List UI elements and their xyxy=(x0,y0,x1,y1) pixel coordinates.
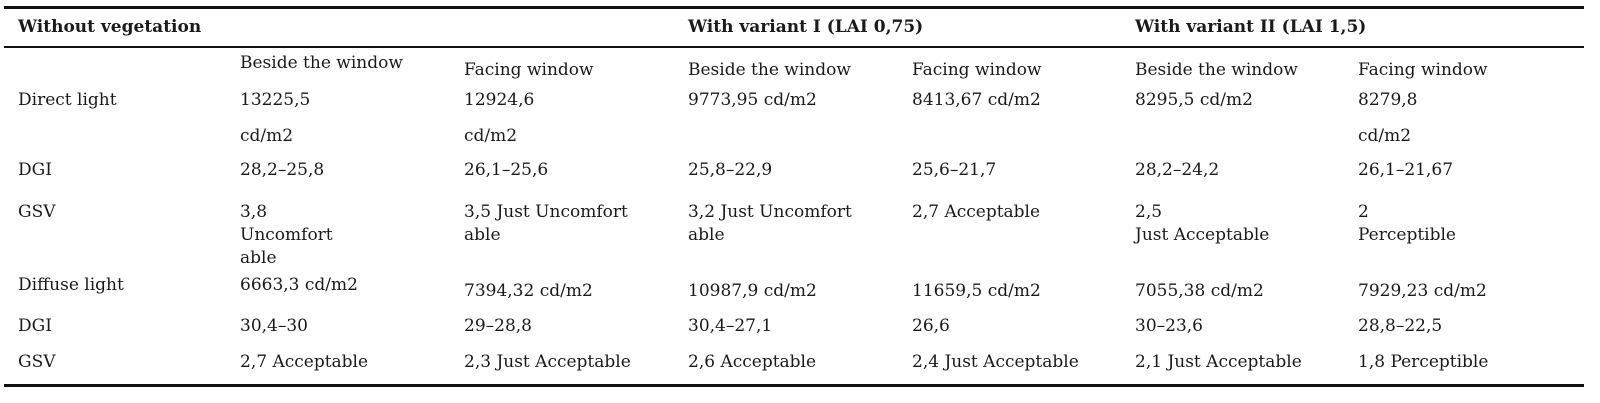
cell-text: 2 xyxy=(1358,202,1369,222)
cell-text: 2,5 xyxy=(1135,202,1163,222)
cell-text: able xyxy=(688,225,725,245)
cell-text: 26,1–21,67 xyxy=(1358,160,1454,180)
cell-text: 6663,3 cd/m2 xyxy=(240,275,358,295)
cell-text: 3,5 Just Uncomfort xyxy=(464,202,628,222)
cell-text: 13225,5 xyxy=(240,90,311,110)
header-rule xyxy=(4,46,1584,48)
cell-text: 28,2–24,2 xyxy=(1135,160,1220,180)
row-label: DGI xyxy=(18,316,52,336)
bottom-rule xyxy=(4,384,1584,387)
column-header: Beside the window xyxy=(240,53,403,73)
cell-text: 2,3 Just Acceptable xyxy=(464,352,631,372)
cell-text: 30,4–30 xyxy=(240,316,308,336)
cell-text: 12924,6 xyxy=(464,90,535,110)
cell-text: 25,6–21,7 xyxy=(912,160,997,180)
column-header: Facing window xyxy=(912,60,1042,80)
cell-text: 11659,5 cd/m2 xyxy=(912,281,1041,301)
cell-text: 26,1–25,6 xyxy=(464,160,549,180)
cell-text: Perceptible xyxy=(1358,225,1456,245)
cell-text: cd/m2 xyxy=(1358,126,1412,146)
cell-text: able xyxy=(464,225,501,245)
cell-text: cd/m2 xyxy=(464,126,518,146)
cell-text: 10987,9 cd/m2 xyxy=(688,281,817,301)
cell-text: 30,4–27,1 xyxy=(688,316,773,336)
row-label: DGI xyxy=(18,160,52,180)
cell-text: 2,4 Just Acceptable xyxy=(912,352,1079,372)
cell-text: 28,8–22,5 xyxy=(1358,316,1443,336)
column-header: Facing window xyxy=(1358,60,1488,80)
cell-text: 2,6 Acceptable xyxy=(688,352,817,372)
cell-text: cd/m2 xyxy=(240,126,294,146)
column-header: Beside the window xyxy=(1135,60,1298,80)
row-label: Diffuse light xyxy=(18,275,124,295)
group-header: With variant I (LAI 0,75) xyxy=(688,17,924,37)
cell-text: 8295,5 cd/m2 xyxy=(1135,90,1253,110)
cell-text: Uncomfort xyxy=(240,225,333,245)
cell-text: 30–23,6 xyxy=(1135,316,1203,336)
cell-text: 3,2 Just Uncomfort xyxy=(688,202,852,222)
group-header: With variant II (LAI 1,5) xyxy=(1135,17,1367,37)
cell-text: 7929,23 cd/m2 xyxy=(1358,281,1487,301)
cell-text: 2,7 Acceptable xyxy=(240,352,369,372)
row-label: Direct light xyxy=(18,90,117,110)
cell-text: 9773,95 cd/m2 xyxy=(688,90,817,110)
cell-text: 2,7 Acceptable xyxy=(912,202,1041,222)
column-header: Beside the window xyxy=(688,60,851,80)
cell-text: 8413,67 cd/m2 xyxy=(912,90,1041,110)
top-rule xyxy=(4,6,1584,9)
cell-text: 8279,8 xyxy=(1358,90,1418,110)
cell-text: 29–28,8 xyxy=(464,316,532,336)
cell-text: 26,6 xyxy=(912,316,950,336)
column-header: Facing window xyxy=(464,60,594,80)
cell-text: 3,8 xyxy=(240,202,268,222)
row-label: GSV xyxy=(18,202,56,222)
cell-text: 7055,38 cd/m2 xyxy=(1135,281,1264,301)
cell-text: Just Acceptable xyxy=(1135,225,1270,245)
group-header: Without vegetation xyxy=(18,17,202,37)
cell-text: able xyxy=(240,248,277,268)
cell-text: 28,2–25,8 xyxy=(240,160,325,180)
row-label: GSV xyxy=(18,352,56,372)
cell-text: 7394,32 cd/m2 xyxy=(464,281,593,301)
cell-text: 1,8 Perceptible xyxy=(1358,352,1489,372)
cell-text: 25,8–22,9 xyxy=(688,160,773,180)
cell-text: 2,1 Just Acceptable xyxy=(1135,352,1302,372)
